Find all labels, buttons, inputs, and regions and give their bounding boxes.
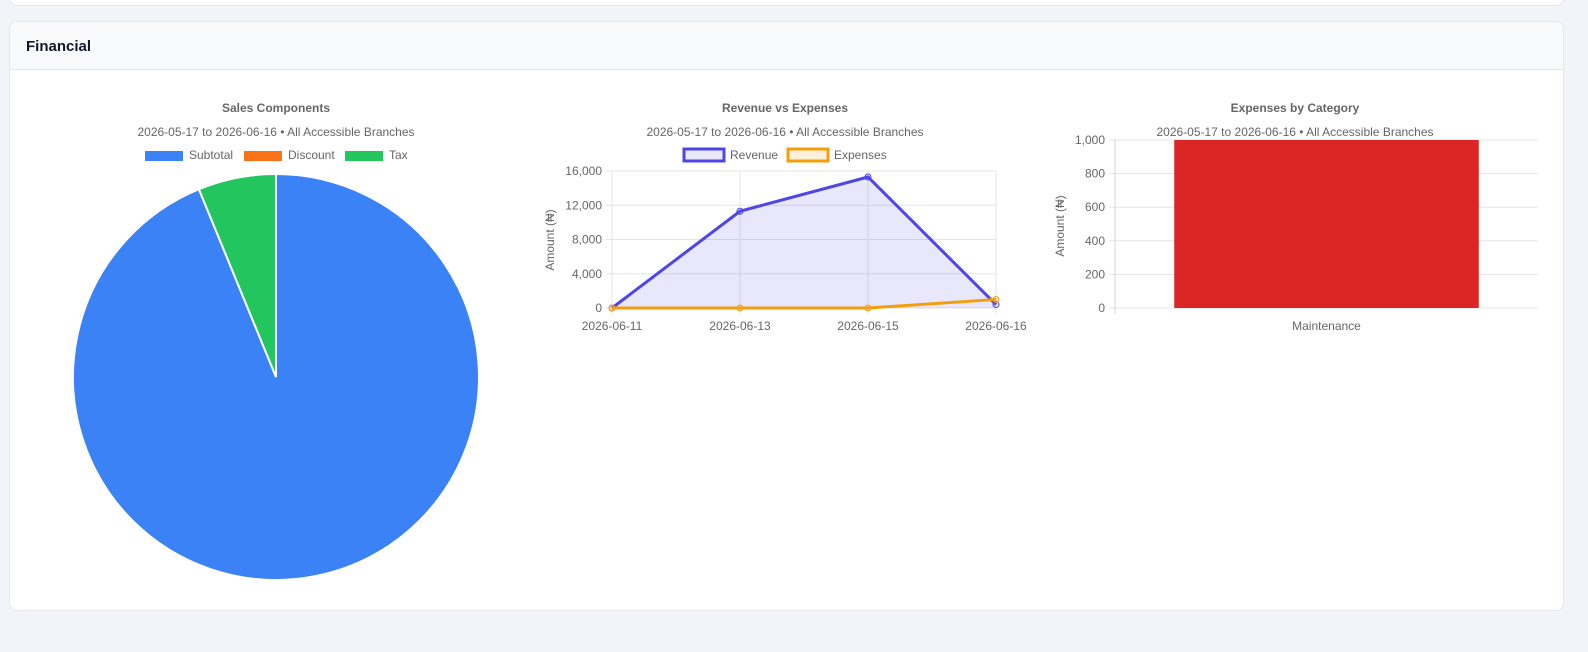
legend-swatch-expenses[interactable] [786,147,830,163]
y-tick-label: 8,000 [572,233,602,247]
bar-x-ticks: Maintenance [1292,319,1361,333]
legend-swatch-subtotal[interactable] [145,151,183,161]
legend-label-revenue[interactable]: Revenue [730,148,778,162]
line-title: Revenue vs Expenses [722,101,848,115]
legend-swatch-revenue[interactable] [682,147,726,163]
y-tick-label: 400 [1085,234,1105,248]
pie-slice-tax[interactable] [197,172,277,378]
pie-slices [72,172,480,581]
bar-y-ticks: 1,000 800 600 400 200 0 [1075,133,1105,315]
point-expenses[interactable] [992,295,1000,303]
line-legend[interactable]: Revenue Expenses [682,147,887,163]
card-title: Financial [26,38,92,55]
y-tick-label: 0 [1098,301,1105,315]
y-tick-label: 800 [1085,167,1105,181]
line-revenue [611,175,998,310]
y-tick-label: 600 [1085,200,1105,214]
legend-label-tax[interactable]: Tax [389,148,408,162]
pie-chart: Sales Components 2026-05-17 to 2026-06-1… [72,101,480,581]
pie-subtitle: 2026-05-17 to 2026-06-16 • All Accessibl… [137,125,414,139]
x-tick-label: 2026-06-15 [837,319,899,333]
line-expenses [612,297,997,310]
y-tick-label: 12,000 [565,198,602,212]
point-revenue[interactable] [736,207,744,215]
bar-y-axis-label: Amount (₦) [1053,195,1067,256]
area-revenue [612,176,996,308]
line-subtitle: 2026-05-17 to 2026-06-16 • All Accessibl… [646,125,923,139]
bar-subtitle: 2026-05-17 to 2026-06-16 • All Accessibl… [1156,125,1433,139]
y-tick-label: 4,000 [572,267,602,281]
point-revenue[interactable] [864,173,872,181]
line-series [608,173,1000,312]
y-tick-label: 1,000 [1075,133,1105,147]
legend-swatch-tax[interactable] [345,151,383,161]
x-tick-label: 2026-06-16 [965,319,1027,333]
x-tick-label: 2026-06-13 [709,319,771,333]
bar-title: Expenses by Category [1231,101,1360,115]
x-tick-label: Maintenance [1292,319,1361,333]
x-tick-label: 2026-06-11 [582,319,643,333]
line-chart: Revenue vs Expenses 2026-05-17 to 2026-0… [543,101,1027,333]
legend-label-expenses[interactable]: Expenses [834,148,887,162]
legend-label-subtotal[interactable]: Subtotal [189,148,233,162]
line-y-ticks: 16,000 12,000 8,000 4,000 0 [565,164,602,315]
bar-bars [1174,140,1479,308]
point-revenue[interactable] [992,301,1000,309]
bar-maintenance[interactable] [1174,140,1479,308]
pie-title: Sales Components [222,101,330,115]
legend-label-discount[interactable]: Discount [288,148,335,162]
y-tick-label: 200 [1085,267,1105,281]
card-header [10,22,1563,70]
y-tick-label: 16,000 [565,164,602,178]
point-expenses[interactable] [864,304,872,312]
point-expenses[interactable] [736,304,744,312]
y-tick-label: 0 [595,301,602,315]
bar-chart: Expenses by Category 2026-05-17 to 2026-… [1053,101,1538,333]
pie-legend[interactable]: Subtotal Discount Tax [145,148,408,162]
line-x-ticks: 2026-06-11 2026-06-13 2026-06-15 2026-06-16 [582,319,1027,333]
legend-swatch-discount[interactable] [244,151,282,161]
line-y-axis-label: Amount (₦) [543,209,557,270]
point-expenses[interactable] [608,304,616,312]
